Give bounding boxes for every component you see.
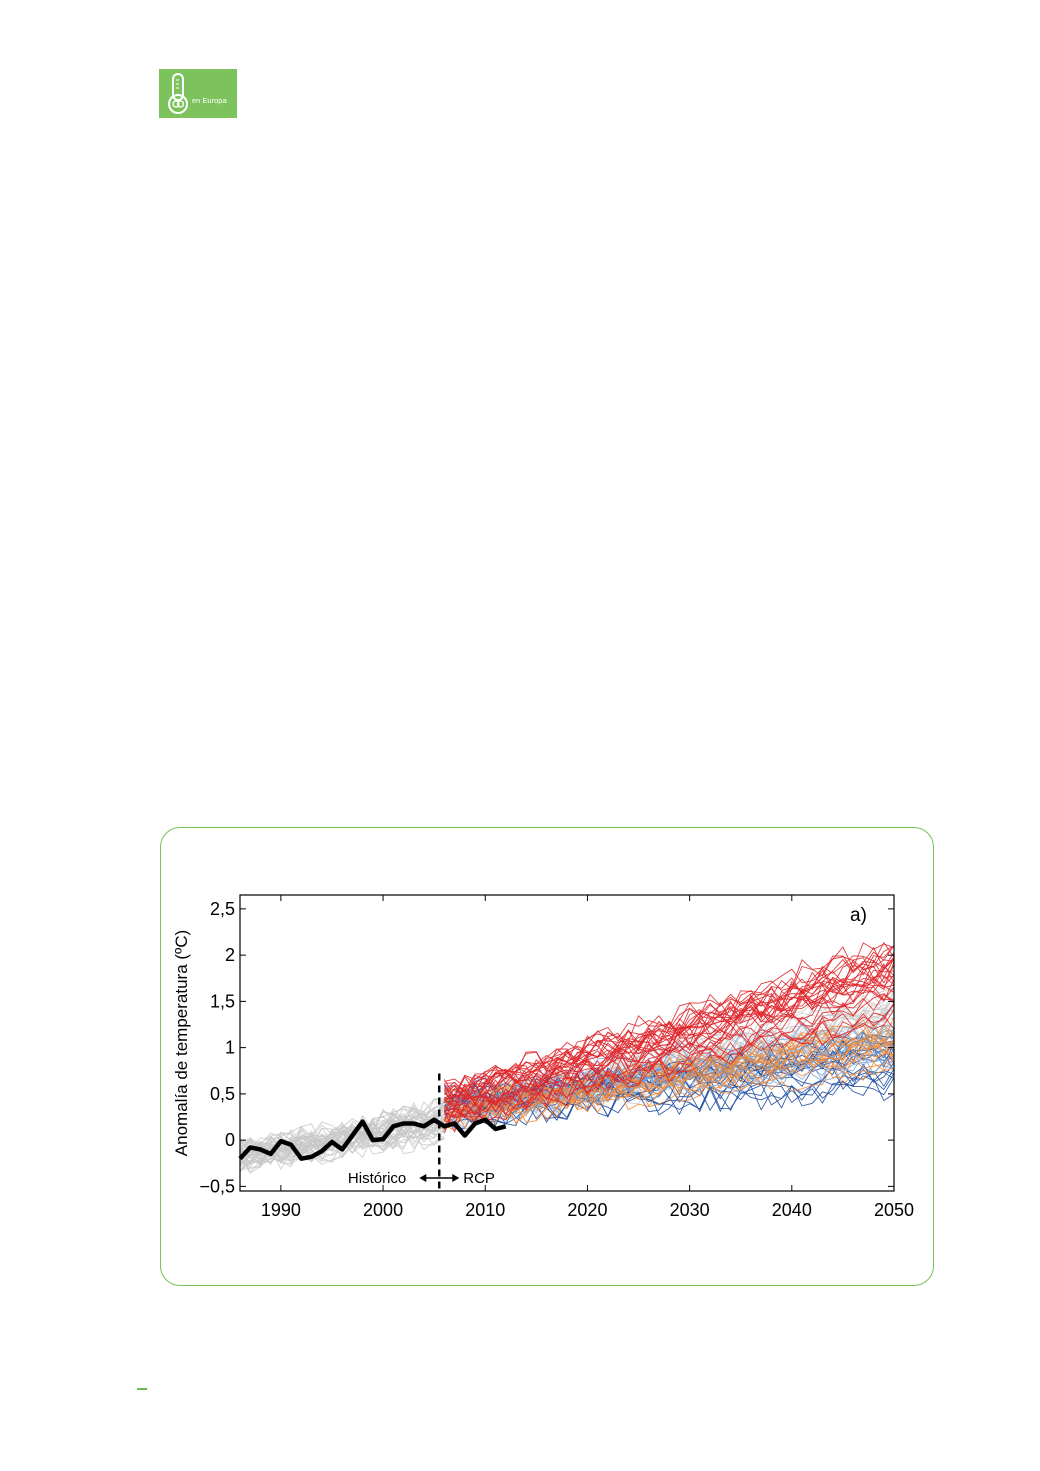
logo-text: en Europa — [192, 96, 227, 105]
ensemble-line-historical — [240, 1119, 445, 1158]
ensemble-line-rcp-red — [444, 1002, 894, 1130]
ensemble-line-rcp-red — [443, 994, 894, 1134]
x-tick-label: 2030 — [670, 1200, 710, 1220]
y-tick-label: 2 — [225, 945, 235, 965]
y-tick-label: 1 — [225, 1038, 235, 1058]
observed-line — [238, 1117, 507, 1161]
plot-area-border — [239, 894, 895, 1192]
period-arrow — [419, 1174, 460, 1182]
ensemble-line-rcp-red — [444, 958, 894, 1108]
logo-badge: en Europa — [159, 69, 237, 118]
ensemble-line-rcp-orange — [443, 1029, 894, 1131]
panel-label: a) — [850, 905, 867, 926]
y-tick-label: −0,5 — [199, 1176, 235, 1196]
ensemble-line-rcp-red — [444, 986, 894, 1101]
ensemble-line-rcp-blue — [444, 1073, 894, 1130]
observed-series — [238, 1117, 507, 1161]
ensemble-line-rcp-red — [444, 955, 894, 1112]
ensemble-line-rcp-red — [444, 946, 894, 1105]
y-tick-label: 0,5 — [210, 1084, 235, 1104]
thermometer-co2-icon — [168, 73, 188, 114]
ensemble-line-rcp-red — [444, 965, 894, 1089]
ensemble-line-historical — [240, 1126, 445, 1172]
ensemble-line-rcp-blue — [444, 1077, 894, 1127]
ensemble-line-rcp-orange — [444, 1040, 894, 1115]
ensemble-line-rcp-red — [444, 989, 894, 1106]
ensemble-line-rcp-red — [444, 956, 894, 1125]
ensemble-line-rcp-gray — [443, 987, 894, 1106]
x-tick-label: 2010 — [465, 1200, 505, 1220]
ensemble-line-rcp-red — [443, 965, 894, 1105]
page-marker — [137, 1388, 147, 1390]
x-tick-label: 2040 — [772, 1200, 812, 1220]
ensemble-line-rcp-orange — [444, 1019, 894, 1114]
rcp-label: RCP — [463, 1170, 495, 1187]
ensemble-line-rcp-red — [444, 945, 894, 1104]
y-axis-label: Anomalía de temperatura (ºC) — [172, 930, 191, 1156]
axis-ticks: 1990 2000 2010 2020 2030 2040 2050 −0,5 0 0,5 1 1,5… — [199, 895, 914, 1220]
y-tick-label: 2,5 — [210, 899, 235, 919]
ensemble-line-rcp-red — [444, 985, 894, 1117]
y-tick-label: 0 — [225, 1130, 235, 1150]
ensemble-line-rcp-orange — [444, 1062, 894, 1131]
temperature-anomaly-chart: 1990 2000 2010 2020 2030 2040 2050 −0,5 0 0,5 1 1,5… — [172, 894, 914, 1220]
ensemble-line-historical — [240, 1107, 445, 1161]
ensemble-line-rcp-red — [444, 1004, 894, 1115]
y-tick-label: 1,5 — [210, 991, 235, 1011]
ensemble-line-rcp-red — [444, 959, 894, 1099]
ensemble-line-historical — [240, 1105, 445, 1160]
x-tick-label: 2020 — [567, 1200, 607, 1220]
x-tick-label: 2000 — [363, 1200, 403, 1220]
ensemble-line-rcp-orange — [444, 1051, 894, 1131]
historical-label: Histórico — [348, 1170, 406, 1187]
x-tick-label: 1990 — [261, 1200, 301, 1220]
ensemble-lines — [240, 941, 894, 1174]
ensemble-line-rcp-red — [444, 975, 894, 1097]
x-tick-label: 2050 — [874, 1200, 914, 1220]
ensemble-line-rcp-red — [444, 974, 894, 1092]
figure-frame — [160, 827, 934, 1286]
ensemble-line-rcp-red — [443, 1009, 894, 1134]
